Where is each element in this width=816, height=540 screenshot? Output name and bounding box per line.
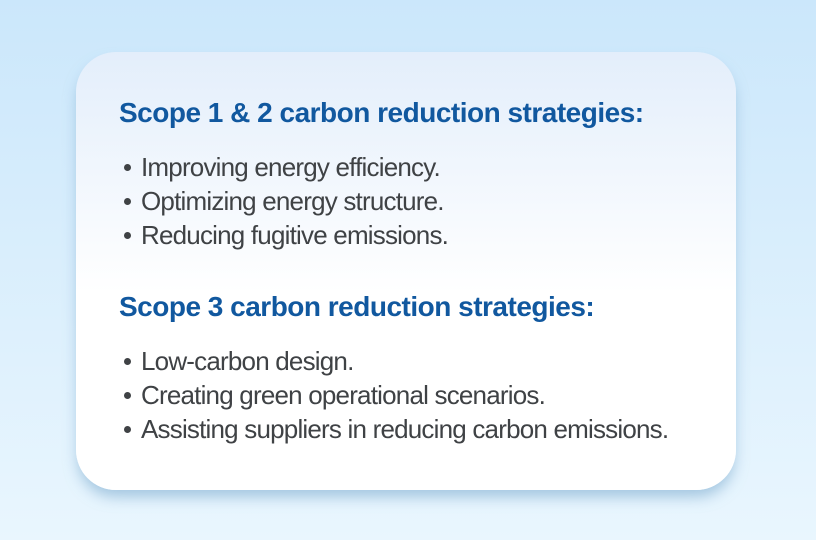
list-item-label: Reducing fugitive emissions. — [141, 220, 449, 250]
list-item-label: Creating green operational scenarios. — [141, 380, 546, 410]
bullet-icon — [124, 164, 131, 171]
list-item: Low-carbon design. — [119, 344, 698, 378]
list-item: Creating green operational scenarios. — [119, 378, 698, 412]
scope-3-section: Scope 3 carbon reduction strategies: Low… — [119, 290, 698, 446]
scope-3-title: Scope 3 carbon reduction strategies: — [119, 291, 595, 322]
scope-1-2-strategy-list: Improving energy efficiency. Optimizing … — [119, 150, 698, 252]
scope-1-2-title: Scope 1 & 2 carbon reduction strategies: — [119, 97, 644, 128]
bullet-icon — [124, 232, 131, 239]
bullet-icon — [124, 198, 131, 205]
list-item: Assisting suppliers in reducing carbon e… — [119, 412, 698, 446]
list-item: Optimizing energy structure. — [119, 184, 698, 218]
list-item-label: Assisting suppliers in reducing carbon e… — [141, 414, 669, 444]
bullet-icon — [124, 392, 131, 399]
bullet-icon — [124, 358, 131, 365]
list-item-label: Improving energy efficiency. — [141, 152, 441, 182]
list-item: Improving energy efficiency. — [119, 150, 698, 184]
bullet-icon — [124, 426, 131, 433]
scope-1-2-section: Scope 1 & 2 carbon reduction strategies:… — [119, 96, 698, 252]
list-item-label: Optimizing energy structure. — [141, 186, 445, 216]
list-item: Reducing fugitive emissions. — [119, 218, 698, 252]
scope-3-strategy-list: Low-carbon design. Creating green operat… — [119, 344, 698, 446]
list-item-label: Low-carbon design. — [141, 346, 354, 376]
carbon-strategies-card: Scope 1 & 2 carbon reduction strategies:… — [76, 52, 736, 490]
